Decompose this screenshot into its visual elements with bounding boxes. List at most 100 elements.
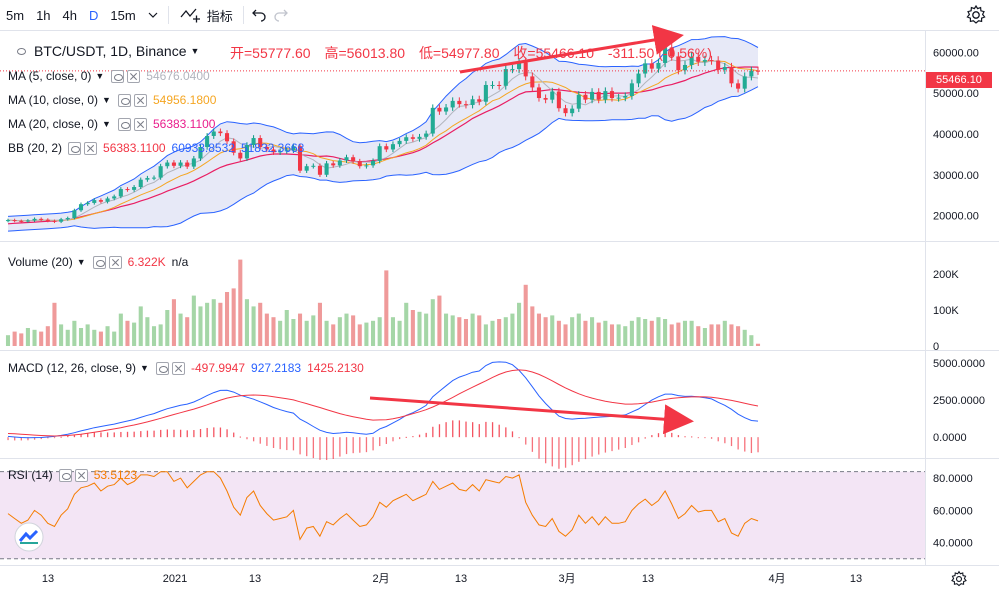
volume-bar <box>702 328 707 346</box>
price-pane[interactable] <box>0 31 925 242</box>
ma5-value: 54676.0400 <box>146 69 210 83</box>
volume-axis[interactable] <box>925 242 999 351</box>
time-tick-label: 13 <box>249 573 261 585</box>
macd-histogram-bar <box>279 437 281 450</box>
macd-histogram-bar <box>750 437 753 454</box>
eye-icon[interactable] <box>155 361 169 375</box>
candle-body <box>576 94 581 109</box>
undo-icon[interactable] <box>248 4 270 26</box>
volume-bar <box>603 320 608 346</box>
volume-tick-label: 100K <box>933 305 959 317</box>
candle-body <box>264 147 269 150</box>
price-tick-label: 20000.00 <box>933 211 979 223</box>
close-icon[interactable] <box>74 468 88 482</box>
volume-bar <box>198 306 203 346</box>
eye-icon[interactable] <box>117 117 131 131</box>
macd-histogram-bar <box>598 437 600 455</box>
time-axis[interactable] <box>0 565 925 595</box>
chevron-down-icon[interactable]: ▼ <box>102 95 111 105</box>
settings-gear-icon[interactable] <box>950 570 968 588</box>
close-icon[interactable] <box>108 255 122 269</box>
macd-histogram-bar <box>545 437 547 464</box>
candle-body <box>390 144 395 150</box>
interval-1h[interactable]: 1h <box>36 7 51 23</box>
volume-bar <box>145 317 150 346</box>
rsi-axis[interactable] <box>925 459 999 566</box>
candle-body <box>377 146 382 161</box>
eye-icon[interactable] <box>92 255 106 269</box>
legend-ma10[interactable]: MA (10, close, 0) ▼ 54956.1800 <box>8 93 216 107</box>
legend-ma5[interactable]: MA (5, close, 0) ▼ 54676.0400 <box>8 69 210 83</box>
eye-icon[interactable] <box>15 44 28 58</box>
macd-histogram-bar <box>332 437 334 459</box>
macd-histogram-bar <box>325 437 328 461</box>
candle-body <box>397 140 402 145</box>
rsi-pane[interactable] <box>0 459 925 566</box>
macd-tick-label: 2500.0000 <box>933 395 985 407</box>
legend-rsi[interactable]: RSI (14) 53.5123 <box>8 468 137 482</box>
interval-5m[interactable]: 5m <box>6 7 25 23</box>
eye-icon[interactable] <box>58 468 72 482</box>
volume-bar <box>716 324 721 346</box>
eye-icon[interactable] <box>111 69 125 83</box>
volume-bar <box>45 326 50 346</box>
redo-icon[interactable] <box>270 4 292 26</box>
volume-bar <box>138 306 143 346</box>
candle-body <box>722 67 727 70</box>
price-axis[interactable] <box>925 31 999 242</box>
candle-body <box>317 165 322 175</box>
close-icon[interactable] <box>84 141 98 155</box>
macd-axis[interactable] <box>925 351 999 459</box>
volume-bar <box>351 315 356 346</box>
symbol-label: BTC/USDT, 1D, Binance <box>34 43 187 59</box>
chevron-down-icon[interactable]: ▼ <box>102 119 111 129</box>
macd-tick-label: 5000.0000 <box>933 358 985 370</box>
chevron-down-icon[interactable]: ▼ <box>95 71 105 81</box>
legend-volume[interactable]: Volume (20) ▼ 6.322K n/a <box>8 255 188 269</box>
macd-histogram-bar <box>47 437 49 439</box>
volume-bar <box>118 313 123 346</box>
interval-d[interactable]: D <box>89 7 99 23</box>
legend-macd[interactable]: MACD (12, 26, close, 9) ▼ -497.9947 927.… <box>8 361 364 375</box>
volume-pane[interactable] <box>0 242 925 351</box>
chevron-down-icon[interactable]: ▼ <box>140 363 149 373</box>
volume-bar <box>32 329 37 346</box>
candle-body <box>357 161 362 167</box>
interval-4h[interactable]: 4h <box>62 7 77 23</box>
candle-body <box>45 219 50 221</box>
chevron-down-icon[interactable]: ▼ <box>76 257 86 267</box>
indicators-button[interactable]: 指标 <box>173 6 239 25</box>
volume-tick-label: 200K <box>933 269 959 281</box>
volume-bar <box>278 320 283 346</box>
close-icon[interactable] <box>133 117 147 131</box>
candle-body <box>736 83 741 89</box>
macd-histogram-bar <box>684 436 686 438</box>
macd-histogram-bar <box>53 437 56 439</box>
candle-body <box>517 62 522 70</box>
chevron-down-icon[interactable]: ▼ <box>190 46 200 56</box>
gear-icon[interactable] <box>965 4 987 26</box>
legend-ma20[interactable]: MA (20, close, 0) ▼ 56383.1100 <box>8 117 215 131</box>
macd-histogram-bar <box>491 422 494 438</box>
bollinger-lower-line <box>7 86 759 232</box>
volume-bar <box>722 320 727 346</box>
close-icon[interactable] <box>171 361 185 375</box>
macd-histogram-bar <box>113 432 115 438</box>
macd-histogram-bar <box>306 437 308 457</box>
macd-pane[interactable] <box>0 351 925 459</box>
close-icon[interactable] <box>127 69 141 83</box>
macd-histogram-bar <box>710 437 713 439</box>
volume-bar <box>709 324 714 346</box>
candle-body <box>65 218 70 220</box>
chevron-down-icon[interactable] <box>142 4 164 26</box>
candle-body <box>132 187 137 190</box>
eye-icon[interactable] <box>68 141 82 155</box>
volume-bar <box>749 335 754 346</box>
symbol-title[interactable]: BTC/USDT, 1D, Binance ▼ <box>15 43 199 59</box>
eye-icon[interactable] <box>117 93 131 107</box>
candle-body <box>364 165 369 167</box>
bb-upper-value: 60933.8532 <box>171 141 235 155</box>
interval-15m[interactable]: 15m <box>110 7 136 23</box>
legend-bb[interactable]: BB (20, 2) 56383.1100 60933.8532 51832.3… <box>8 141 304 155</box>
close-icon[interactable] <box>133 93 147 107</box>
